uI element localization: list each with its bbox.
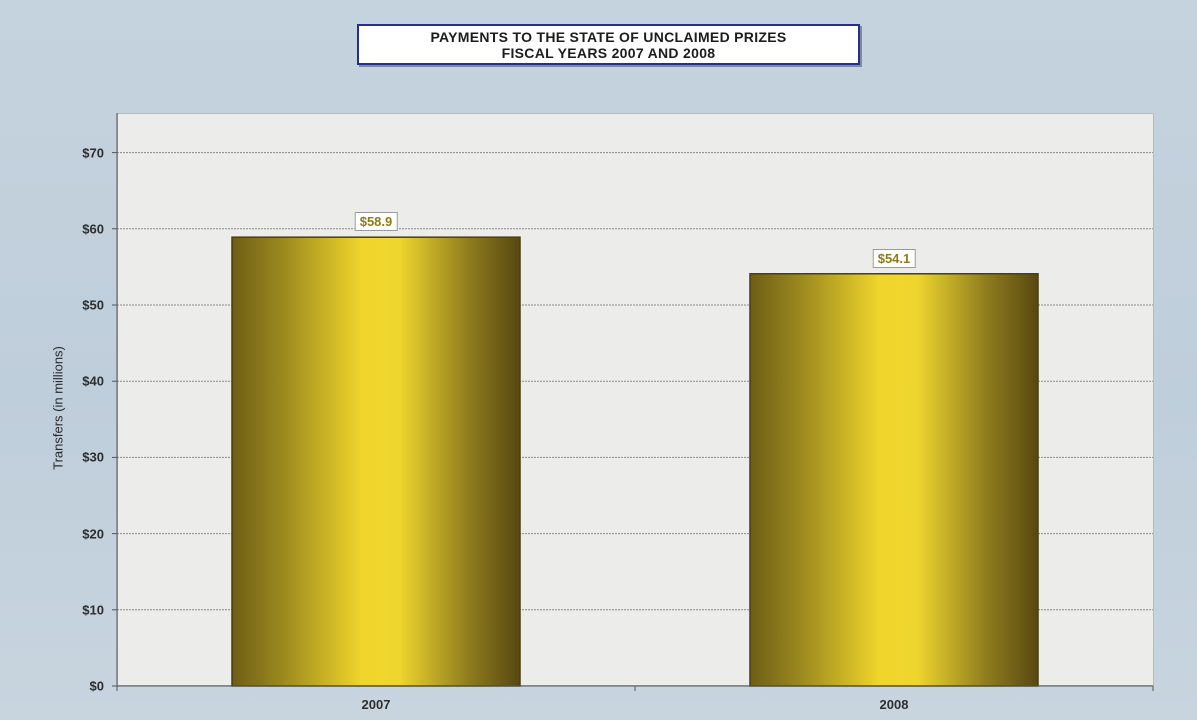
x-tick-label: 2008 <box>879 697 909 712</box>
y-tick-label: $50 <box>82 297 104 313</box>
bar-2007 <box>231 236 521 687</box>
chart-subtitle: FISCAL YEARS 2007 AND 2008 <box>501 45 716 61</box>
y-tick-label: $20 <box>82 526 104 542</box>
y-tick-label: $0 <box>89 678 104 694</box>
y-tick-label: $30 <box>82 449 104 465</box>
chart-title-box: PAYMENTS TO THE STATE OF UNCLAIMED PRIZE… <box>357 24 860 65</box>
y-tick-label: $60 <box>82 221 104 237</box>
chart-title: PAYMENTS TO THE STATE OF UNCLAIMED PRIZE… <box>430 29 787 45</box>
y-tick-label: $70 <box>82 145 104 161</box>
bar-2008 <box>749 273 1039 687</box>
data-label: $58.9 <box>354 212 398 232</box>
axes <box>112 113 1154 691</box>
y-tick-label: $40 <box>82 373 104 389</box>
y-tick-label: $10 <box>82 602 104 618</box>
bars <box>231 236 1039 687</box>
x-tick-label: 2007 <box>361 697 391 712</box>
data-label: $54.1 <box>872 248 916 268</box>
